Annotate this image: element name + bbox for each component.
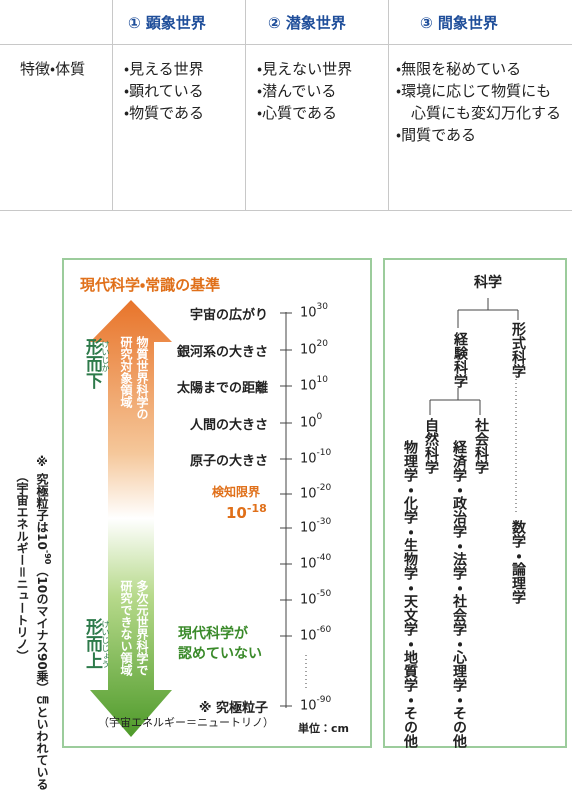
exp: -30 xyxy=(316,517,332,527)
reading: けいじか xyxy=(101,340,110,372)
graphics xyxy=(90,298,519,737)
tree-leaf: 数学・論理学 xyxy=(510,520,526,604)
base: 10 xyxy=(300,451,317,467)
list-item: ・潜んでいる xyxy=(257,82,337,100)
base: 10 xyxy=(300,520,317,536)
reading: けいじじょう xyxy=(101,620,110,668)
exp: -50 xyxy=(316,589,332,599)
tree-node: 科学 xyxy=(474,275,502,291)
tick-label: 宇宙の広がり xyxy=(189,308,268,323)
tick-value: 10-50 xyxy=(300,589,332,608)
note: （宇宙エネルギー＝ニュートリノ） xyxy=(98,716,274,729)
line: 現代科学が xyxy=(178,626,248,642)
tree-node: 自然科学 xyxy=(423,418,439,474)
exp: -40 xyxy=(316,553,332,563)
cell: ・見えない世界 ・潜んでいる ・心質である xyxy=(257,58,382,124)
tick-label: 太陽までの距離 xyxy=(176,381,268,396)
tree-node: 形式科学 xyxy=(510,322,526,378)
exp: 0 xyxy=(316,412,323,422)
scale-box xyxy=(62,258,372,748)
upper-label: 形而下 xyxy=(82,338,102,389)
base: 10 xyxy=(300,698,317,714)
base: 10 xyxy=(300,305,317,321)
base: 10 xyxy=(226,504,247,522)
exp: 30 xyxy=(316,302,328,312)
tick-value: 1010 xyxy=(300,375,328,394)
tick-value: 10-60 xyxy=(300,625,332,644)
column-header: ③ 間象世界 xyxy=(420,14,498,32)
region-text: 研究対象領域 xyxy=(119,336,133,408)
table: ① 顕象世界 ② 潜象世界 ③ 間象世界 特徴・体質 ・見える世界 ・顕れている・… xyxy=(0,0,572,211)
tree-lines xyxy=(429,298,519,512)
tick-value: 100 xyxy=(300,412,323,431)
exp: -10 xyxy=(316,448,332,458)
tick-value: 10-20 xyxy=(300,483,332,502)
tick-value: 10-10 xyxy=(300,448,332,467)
list-item: ・物質である xyxy=(124,104,204,122)
base: 10 xyxy=(300,592,317,608)
exp: -18 xyxy=(246,502,267,515)
tree-box xyxy=(383,258,567,748)
tree-node: 社会科学 xyxy=(473,418,489,474)
list-item: ・見えない世界 xyxy=(257,60,353,78)
exp: -90 xyxy=(316,695,332,705)
region-text: 多次元世界科学で xyxy=(135,580,149,676)
list-item: ・心質である xyxy=(257,104,337,122)
tick-value: 10-30 xyxy=(300,517,332,536)
exp: -90 xyxy=(43,549,52,565)
tick-label: 人間の大きさ xyxy=(189,418,268,433)
list-item: ・顕れている xyxy=(124,82,204,100)
region-text: 物質世界科学の xyxy=(135,336,149,420)
tick-label: 原子の大きさ xyxy=(189,454,268,469)
text: ※ 究極粒子は10 xyxy=(35,455,49,550)
cell: ・見える世界 ・顕れている ・物質である xyxy=(124,58,239,124)
base: 10 xyxy=(300,486,317,502)
tree-leaf: 経済学・政治学・法学・社会学・心理学・その他 xyxy=(451,440,467,748)
tick-label: 銀河系の大きさ xyxy=(176,345,268,360)
exp: -60 xyxy=(316,625,332,635)
row-label: 特徴・体質 xyxy=(20,60,86,78)
footnote: （宇宙エネルギー＝ニュートリノ） xyxy=(15,470,29,663)
detection-label: 検知限界 xyxy=(212,485,261,499)
list-item: ・見える世界 xyxy=(124,60,204,78)
list-item: ・間質である xyxy=(396,126,476,144)
exp: 10 xyxy=(316,375,328,385)
base: 10 xyxy=(300,342,317,358)
tick-label: ※ 究極粒子 xyxy=(198,701,268,716)
tree-leaf: 物理学・化学・生物学・天文学・地質学・その他 xyxy=(402,440,418,748)
footnote: ※ 究極粒子は10-90（10のマイナス90乗）㎝といわれている xyxy=(34,455,52,790)
tick-value: 1020 xyxy=(300,339,328,358)
exp: -20 xyxy=(316,483,332,493)
list-item: ・環境に応じて物質にも心質にも変幻万化する xyxy=(396,82,562,122)
detection-value: 10-18 xyxy=(226,502,267,522)
list-item: ・無限を秘めている xyxy=(396,60,522,78)
tick-value: 10-90 xyxy=(300,695,332,714)
text: （10のマイナス90乗）㎝といわれている xyxy=(35,564,49,790)
unrecognized: 現代科学が認めていない xyxy=(178,624,262,664)
base: 10 xyxy=(300,415,317,431)
column-header: ② 潜象世界 xyxy=(268,14,346,32)
base: 10 xyxy=(300,378,317,394)
lower-label: 形而上 xyxy=(82,618,102,669)
region-text: 研究できない領域 xyxy=(119,580,133,676)
tree-node: 経験科学 xyxy=(452,332,468,388)
tick-value: 10-40 xyxy=(300,553,332,572)
line: 認めていない xyxy=(178,646,262,662)
base: 10 xyxy=(300,628,317,644)
base: 10 xyxy=(300,556,317,572)
column-header: ① 顕象世界 xyxy=(128,14,206,32)
double-arrow xyxy=(90,300,172,737)
exp: 20 xyxy=(316,339,328,349)
scale-title: 現代科学・常識の基準 xyxy=(80,276,221,294)
cell: ・無限を秘めている・環境に応じて物質にも心質にも変幻万化する・間質である xyxy=(396,58,564,146)
tick-value: 1030 xyxy=(300,302,328,321)
unit: 単位：cm xyxy=(298,722,349,735)
